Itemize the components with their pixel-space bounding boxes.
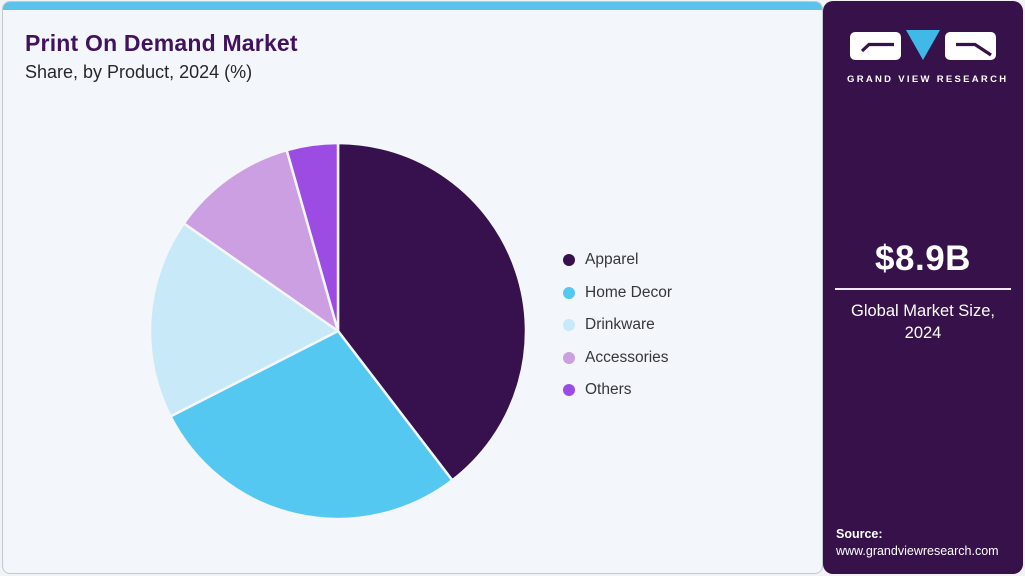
legend-dot xyxy=(563,384,575,396)
pie-slice-others xyxy=(285,141,340,333)
pie-slice-home-decor xyxy=(169,329,454,521)
divider-line xyxy=(835,288,1011,290)
legend-label: Accessories xyxy=(585,348,669,366)
page-subtitle: Share, by Product, 2024 (%) xyxy=(25,62,253,82)
legend-item-others: Others xyxy=(563,381,672,398)
page-title: Print On Demand Market xyxy=(25,30,298,56)
pie-chart xyxy=(148,141,528,521)
sidebar: GRAND VIEW RESEARCH $8.9B Global Market … xyxy=(823,1,1023,574)
legend-dot xyxy=(563,351,575,364)
legend-label: Apparel xyxy=(585,251,639,268)
source-url: www.grandviewresearch.com xyxy=(836,544,999,559)
gvr-logo-mark xyxy=(850,30,996,60)
market-size-block: $8.9B Global Market Size, 2024 xyxy=(823,239,1023,345)
legend-label: Others xyxy=(585,381,632,398)
legend-item-home-decor: Home Decor xyxy=(563,283,672,301)
legend-dot xyxy=(563,319,575,331)
logo-r-cut xyxy=(956,42,992,57)
logo-triangle-v xyxy=(906,30,940,60)
logo-g-cut xyxy=(860,42,894,53)
legend-item-accessories: Accessories xyxy=(563,348,672,366)
legend-label: Drinkware xyxy=(585,316,655,333)
market-size-value: $8.9B xyxy=(875,239,971,278)
source-label: Source: xyxy=(836,527,883,542)
gvr-logo: GRAND VIEW RESEARCH xyxy=(847,27,1009,85)
legend-dot xyxy=(563,286,575,299)
market-size-label: Global Market Size, 2024 xyxy=(851,302,995,343)
legend-label: Home Decor xyxy=(585,283,672,301)
top-accent-bar xyxy=(3,2,822,10)
chart-legend: Apparel Home Decor Drinkware Accessories Oth… xyxy=(563,251,672,415)
legend-item-apparel: Apparel xyxy=(563,251,672,268)
legend-dot xyxy=(563,254,575,266)
pie-slice-drinkware xyxy=(148,222,340,418)
pie-slice-apparel xyxy=(336,141,528,482)
source-block: Source: www.grandviewresearch.com xyxy=(836,526,999,560)
gvr-logo-text: GRAND VIEW RESEARCH xyxy=(847,74,1009,85)
legend-item-drinkware: Drinkware xyxy=(563,316,672,333)
chart-panel: Print On Demand Market Share, by Product… xyxy=(2,1,823,574)
